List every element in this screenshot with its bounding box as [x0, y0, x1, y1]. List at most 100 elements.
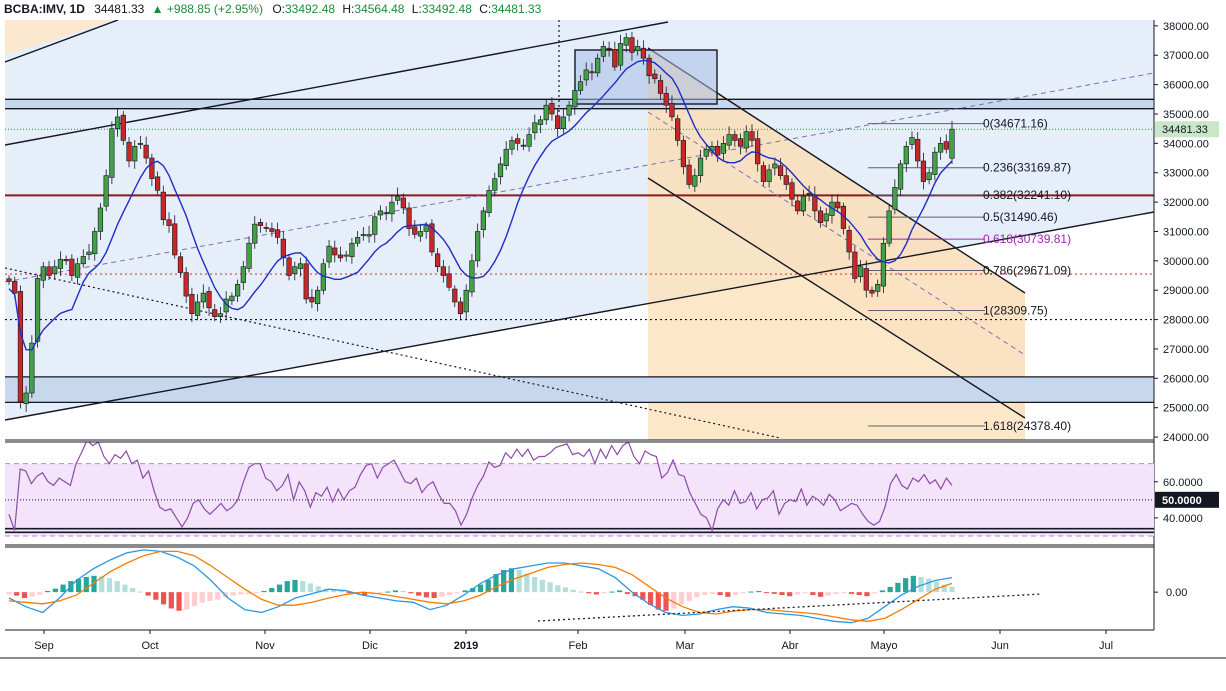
candle-body [263, 227, 269, 229]
open-value: 33492.48 [284, 2, 336, 16]
macd-hist-bar [609, 591, 615, 593]
candle-body [726, 134, 732, 146]
macd-hist-bar [910, 575, 916, 593]
macd-hist-bar [555, 585, 561, 593]
candle-body [943, 141, 949, 150]
macd-hist-bar [91, 575, 97, 593]
high-value: 34564.48 [354, 2, 405, 16]
candle-body [103, 175, 109, 207]
candle-body [343, 254, 349, 257]
time-tick-label: Mayo [871, 640, 898, 652]
candle-body [229, 295, 235, 302]
candle-body [766, 169, 772, 182]
price-tick-label: 30000.00 [1163, 256, 1209, 268]
candle-body [29, 342, 35, 394]
candle-body [560, 116, 566, 129]
candle-body [217, 313, 224, 317]
macd-hist-bar [841, 592, 847, 594]
candle-body [183, 272, 189, 297]
candle-body [509, 140, 515, 150]
macd-hist-bar [802, 592, 808, 594]
candle-body [377, 210, 384, 216]
macd-hist-bar [253, 592, 259, 594]
macd-hist-bar [817, 592, 824, 597]
macd-hist-bar [423, 592, 429, 598]
last-price: 34481.33 [94, 2, 145, 16]
macd-hist-bar [586, 592, 592, 594]
candle-body [114, 116, 121, 129]
macd-hist-bar [903, 578, 909, 593]
candle-body [749, 131, 755, 141]
low-value: 33492.48 [421, 2, 472, 16]
candle-body [652, 73, 658, 80]
candle-body [903, 145, 909, 165]
candle-body [480, 210, 486, 231]
candle-body [612, 49, 618, 68]
candle-body [269, 228, 275, 232]
macd-hist-bar [392, 590, 399, 593]
macd-hist-bar [470, 588, 476, 593]
macd-hist-bar [284, 581, 290, 593]
candle-body [69, 258, 75, 276]
open-label: O: [272, 2, 285, 16]
macd-hist-bar [137, 591, 144, 593]
candle-body [640, 47, 646, 59]
dotted-downtrend [5, 267, 781, 439]
candle-body [543, 104, 549, 121]
candle-body [235, 284, 241, 297]
macd-hist-bar [408, 592, 414, 594]
close-value: 34481.33 [491, 2, 542, 16]
candle-body [737, 138, 744, 147]
candle-body [869, 289, 875, 294]
macd-hist-bar [864, 592, 870, 597]
candle-body [680, 140, 686, 168]
candle-body [417, 231, 424, 237]
macd-hist-bar [748, 591, 754, 593]
macd-hist-bar [578, 591, 584, 593]
candle-body [440, 266, 446, 276]
candle-body [280, 238, 286, 259]
up-arrow-icon: ▲ [151, 2, 164, 16]
rsi-line [8, 442, 953, 533]
macd-hist-bar [617, 590, 623, 593]
candle-body [212, 309, 218, 317]
time-tick-label: Sep [34, 640, 54, 652]
macd-hist-bar [756, 590, 762, 593]
macd-hist-bar [307, 583, 314, 593]
macd-hist-bar [114, 581, 120, 593]
fib-label-0: 0(34671.16) [983, 117, 1048, 131]
time-tick-label: Mar [676, 640, 695, 652]
price-tick-label: 25000.00 [1163, 403, 1209, 415]
candle-body [412, 226, 418, 235]
candle-body [497, 163, 504, 178]
price-tick-label: 38000.00 [1163, 21, 1209, 33]
high-label: H: [342, 2, 355, 16]
candle-body [189, 294, 195, 315]
candle-body [949, 128, 955, 159]
macd-hist-bar [810, 592, 816, 596]
corner-fill [5, 20, 115, 55]
candle-body [46, 266, 52, 276]
candle-body [669, 103, 675, 118]
candle-body [743, 131, 749, 149]
candle-body [697, 157, 704, 176]
macd-hist-bar [771, 592, 777, 594]
macd-hist-bar [763, 592, 770, 594]
channel-midline [5, 72, 1154, 283]
symbol-label[interactable]: BCBA:IMV, 1D [4, 2, 85, 16]
candle-body [515, 138, 521, 144]
macd-hist-bar [539, 579, 545, 593]
price-tick-label: 24000.00 [1163, 432, 1209, 444]
macd-hist-bar [199, 592, 205, 603]
candle-body [486, 190, 492, 213]
macd-hist-bar [377, 592, 383, 594]
candle-body [97, 207, 104, 232]
candle-body [537, 119, 544, 125]
fib-label-1: 0.236(33169.87) [983, 161, 1071, 175]
candle-body [395, 195, 401, 201]
macd-zero-label: 0.00 [1166, 587, 1187, 599]
last-price-badge [1155, 121, 1219, 138]
candle-body [406, 207, 412, 229]
macd-hist-bar [400, 590, 406, 593]
